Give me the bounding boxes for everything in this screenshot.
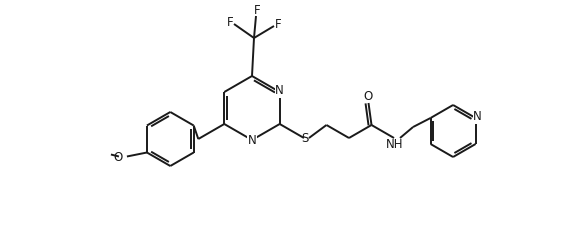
Text: NH: NH xyxy=(386,139,404,152)
Text: F: F xyxy=(226,16,233,30)
Text: F: F xyxy=(253,5,260,18)
Text: N: N xyxy=(248,134,256,148)
Text: F: F xyxy=(275,19,282,31)
Text: O: O xyxy=(114,151,123,164)
Text: N: N xyxy=(473,110,482,124)
Text: N: N xyxy=(275,84,284,98)
Text: O: O xyxy=(363,90,372,104)
Text: S: S xyxy=(301,133,309,145)
